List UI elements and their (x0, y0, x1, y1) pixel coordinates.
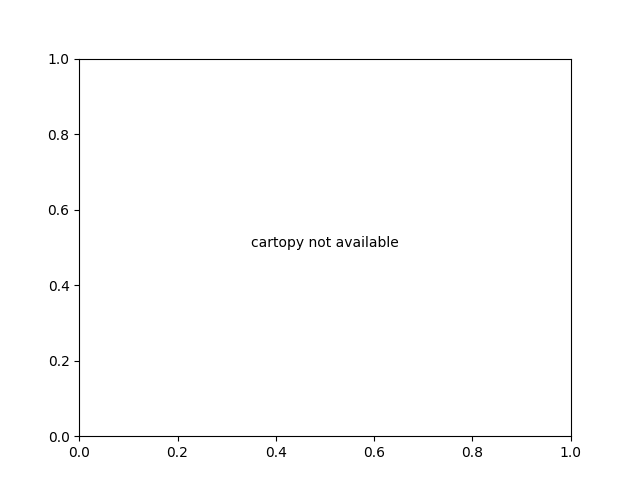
Text: cartopy not available: cartopy not available (251, 237, 399, 250)
